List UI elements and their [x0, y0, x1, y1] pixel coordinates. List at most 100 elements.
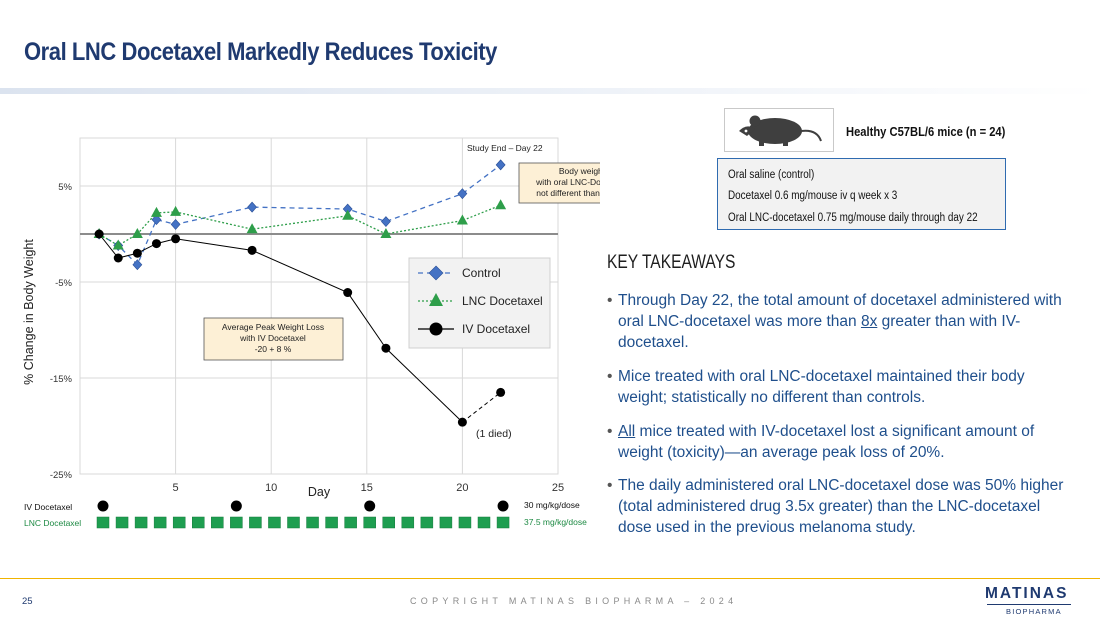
data-point-control — [457, 188, 468, 200]
peak-loss-callout — [203, 317, 344, 361]
peak-loss-callout-text: with IV Docetaxel — [239, 333, 306, 343]
data-point-iv-docetaxel — [171, 234, 181, 244]
lnc-dose-mark — [192, 516, 205, 529]
x-tick-label: 15 — [361, 482, 373, 494]
body-weight-callout-text: with oral LNC-Docetaxel — [535, 177, 600, 187]
series-line-lnc-docetaxel — [98, 204, 501, 247]
data-point-iv-docetaxel — [151, 239, 161, 249]
iv-dose-mark — [497, 500, 509, 512]
logo-divider — [987, 604, 1071, 605]
copyright-text: COPYRIGHT MATINAS BIOPHARMA – 2024 — [410, 596, 738, 606]
lnc-dose-mark — [306, 516, 319, 529]
lnc-dose-mark — [496, 516, 510, 529]
iv-dose-mark — [97, 500, 109, 512]
data-point-iv-docetaxel — [381, 343, 391, 353]
legend-label: Control — [462, 266, 501, 280]
lnc-dose-mark — [249, 516, 262, 529]
regimen-box: Oral saline (control) Docetaxel 0.6 mg/m… — [717, 158, 1006, 230]
page-number: 25 — [22, 596, 33, 607]
x-tick-label: 5 — [173, 482, 179, 494]
x-axis-label: Day — [308, 485, 331, 499]
data-point-lnc-docetaxel — [380, 228, 392, 238]
data-point-control — [381, 216, 391, 227]
footer-divider — [0, 578, 1100, 579]
data-point-iv-docetaxel — [94, 229, 104, 239]
y-tick-label: -5% — [55, 278, 72, 289]
series-line-control — [98, 164, 502, 266]
y-tick-label: -15% — [50, 374, 73, 385]
data-point-control — [151, 214, 162, 226]
company-logo-sub: BIOPHARMA — [1006, 607, 1062, 616]
title-divider — [0, 88, 1100, 94]
lnc-dose-mark — [172, 516, 186, 529]
y-tick-label: 5% — [58, 182, 72, 193]
takeaway-bullet: • All mice treated with IV-docetaxel los… — [607, 423, 1035, 461]
lnc-dosing-label: LNC Docetaxel — [24, 518, 81, 528]
lnc-dose-mark — [477, 516, 491, 529]
mouse-caption: Healthy C57BL/6 mice (n = 24) — [846, 124, 1006, 139]
iv-dose-mark — [230, 500, 242, 512]
data-point-iv-docetaxel — [113, 253, 123, 263]
chart-series-markers — [93, 159, 507, 427]
body-weight-callout — [518, 162, 600, 204]
bullet-dot: • — [607, 368, 613, 385]
lnc-dose-mark — [153, 516, 167, 529]
lnc-dose-mark — [96, 516, 110, 529]
data-point-lnc-docetaxel — [131, 228, 143, 238]
study-end-label: Study End – Day 22 — [467, 143, 543, 153]
data-point-lnc-docetaxel — [342, 209, 354, 220]
data-point-control — [132, 259, 143, 271]
lnc-dose-mark — [363, 516, 376, 529]
regimen-item: Docetaxel 0.6 mg/mouse iv q week x 3 — [728, 190, 898, 202]
bullet-dot: • — [607, 477, 613, 494]
slide-title: Oral LNC Docetaxel Markedly Reduces Toxi… — [24, 38, 497, 66]
lnc-dose-mark — [420, 516, 434, 529]
lnc-dose-mark — [325, 516, 338, 529]
lnc-dose-mark — [401, 516, 415, 529]
x-tick-label: 25 — [552, 482, 564, 494]
lnc-dose-mark — [115, 516, 129, 529]
legend-marker — [429, 322, 443, 336]
chart-axis-labels: 5 10 15 20 25 5% -5% -15% -25% Day % Change in Bod… — [22, 182, 564, 499]
regimen-item: Oral saline (control) — [728, 169, 815, 181]
data-point-control — [247, 201, 257, 213]
data-point-iv-docetaxel — [132, 248, 142, 258]
body-weight-callout-text: not different than control — [536, 188, 600, 198]
bullet-dot: • — [607, 423, 613, 440]
lnc-dose-mark — [458, 516, 472, 529]
y-tick-label: -25% — [50, 470, 73, 481]
data-point-iv-docetaxel — [457, 417, 467, 427]
dosing-schedule: IV Docetaxel LNC Docetaxel 30 mg/kg/dose 37… — [24, 500, 587, 529]
takeaway-bullet: • The daily administered oral LNC-doceta… — [607, 477, 1064, 536]
data-point-lnc-docetaxel — [112, 239, 124, 250]
mouse-icon — [739, 115, 822, 146]
body-weight-callout-text: Body weight — [559, 166, 600, 176]
legend-label: IV Docetaxel — [462, 322, 530, 336]
body-weight-chart: 5 10 15 20 25 5% -5% -15% -25% Day % Change in Bod… — [22, 137, 600, 529]
takeaways-heading: KEY TAKEAWAYS — [607, 252, 736, 273]
data-point-lnc-docetaxel — [495, 199, 507, 210]
regimen-item: Oral LNC-docetaxel 0.75 mg/mouse daily t… — [728, 212, 978, 224]
data-point-iv-docetaxel — [343, 288, 353, 298]
lnc-dose-mark — [344, 516, 357, 529]
company-logo: MATINAS — [985, 585, 1069, 602]
lnc-dose-mark — [287, 516, 300, 529]
chart-legend: Control LNC Docetaxel IV Docetaxel — [408, 257, 551, 349]
takeaway-bullet: • Mice treated with oral LNC-docetaxel m… — [607, 368, 1025, 406]
data-point-iv-docetaxel — [496, 387, 506, 397]
y-axis-label: % Change in Body Weight — [22, 239, 36, 385]
chart-annotations: Study End – Day 22 Body weightwith oral L… — [203, 143, 600, 440]
mouse-image — [724, 108, 834, 152]
data-point-lnc-docetaxel — [170, 205, 182, 216]
series-line-iv-docetaxel-tail — [462, 392, 501, 423]
iv-dosing-label: IV Docetaxel — [24, 502, 72, 512]
data-point-iv-docetaxel — [247, 245, 257, 255]
legend-marker — [429, 293, 443, 306]
data-point-control — [495, 159, 506, 171]
legend-marker — [428, 265, 444, 281]
iv-dose-label: 30 mg/kg/dose — [524, 500, 580, 510]
peak-loss-callout-text: Average Peak Weight Loss — [222, 322, 324, 332]
lnc-dose-mark — [268, 516, 281, 529]
x-tick-label: 10 — [265, 482, 277, 494]
legend-label: LNC Docetaxel — [462, 294, 543, 308]
